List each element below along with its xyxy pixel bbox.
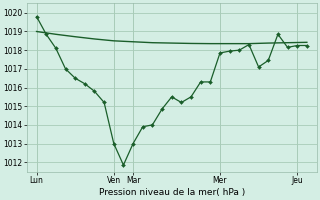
X-axis label: Pression niveau de la mer( hPa ): Pression niveau de la mer( hPa ) [99,188,245,197]
